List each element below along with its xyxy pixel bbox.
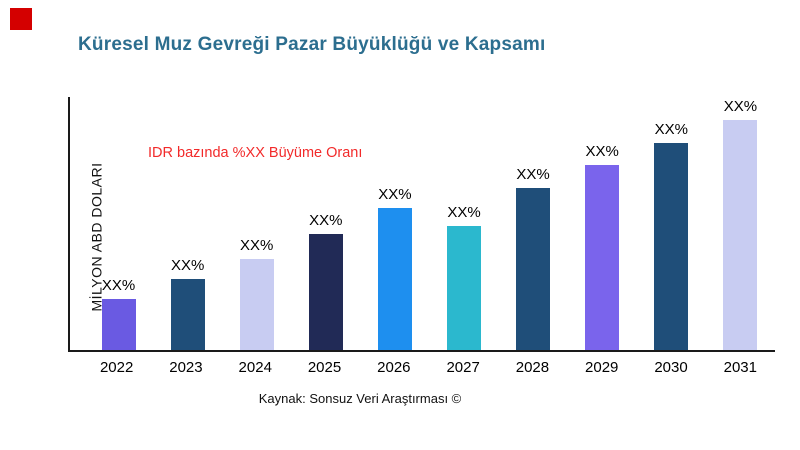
bar-value-label-2029: XX% — [585, 143, 619, 161]
bar-value-label-2022: XX% — [101, 277, 136, 295]
bar-value-label-2027: XX% — [447, 204, 481, 222]
bar-2030 — [654, 142, 689, 350]
x-tick-2029: 2029 — [585, 359, 619, 376]
bar-column-2022: XX% — [84, 97, 153, 350]
bar-column-2024: XX% — [222, 97, 291, 350]
bar-column-2027: XX% — [429, 97, 498, 350]
brand-logo — [10, 8, 32, 30]
bar-column-2023: XX% — [153, 97, 222, 350]
x-tick-2027: 2027 — [446, 359, 480, 376]
bar-column-2030: XX% — [637, 97, 706, 350]
x-tick-2023: 2023 — [169, 359, 203, 376]
x-tick-2026: 2026 — [377, 359, 411, 376]
bar-2022 — [101, 299, 136, 350]
chart-title: Küresel Muz Gevreği Pazar Büyüklüğü ve K… — [78, 34, 546, 55]
bar-value-label-2028: XX% — [516, 166, 550, 184]
bar-column-2031: XX% — [706, 97, 775, 350]
bar-column-2029: XX% — [568, 97, 637, 350]
bar-column-2028: XX% — [499, 97, 568, 350]
bar-2029 — [585, 165, 620, 350]
bar-chart: MİLYON ABD DOLARI IDR bazında %XX Büyüme… — [68, 97, 775, 376]
x-tick-2022: 2022 — [99, 359, 134, 376]
bar-value-label-2030: XX% — [654, 120, 688, 138]
bar-2023 — [170, 279, 205, 350]
bar-value-label-2024: XX% — [240, 236, 274, 254]
x-tick-2028: 2028 — [515, 359, 550, 376]
x-tick-2031: 2031 — [723, 359, 757, 376]
bar-2024 — [239, 258, 274, 350]
bar-2025 — [308, 233, 343, 350]
x-axis-labels: 2022 2023 2024 2025 2026 2027 2028 2029 2030 2031 — [68, 359, 775, 376]
bar-value-label-2023: XX% — [170, 257, 205, 275]
bar-2027 — [447, 226, 482, 350]
growth-annotation: IDR bazında %XX Büyüme Oranı — [148, 145, 363, 161]
bar-2028 — [516, 188, 551, 350]
bar-column-2026: XX% — [360, 97, 429, 350]
bar-2031 — [723, 119, 758, 350]
x-tick-2030: 2030 — [654, 359, 688, 376]
bar-value-label-2031: XX% — [723, 97, 758, 115]
bar-column-2025: XX% — [291, 97, 360, 350]
source-caption: Kaynak: Sonsuz Veri Araştırması © — [258, 391, 462, 406]
x-tick-2025: 2025 — [307, 359, 342, 376]
bar-2026 — [377, 208, 412, 350]
plot-area: XX% XX% XX% XX% XX% XX% XX% XX% XX% XX% — [68, 97, 775, 352]
x-tick-2024: 2024 — [238, 359, 272, 376]
bar-value-label-2026: XX% — [378, 186, 412, 204]
bar-value-label-2025: XX% — [309, 211, 343, 229]
